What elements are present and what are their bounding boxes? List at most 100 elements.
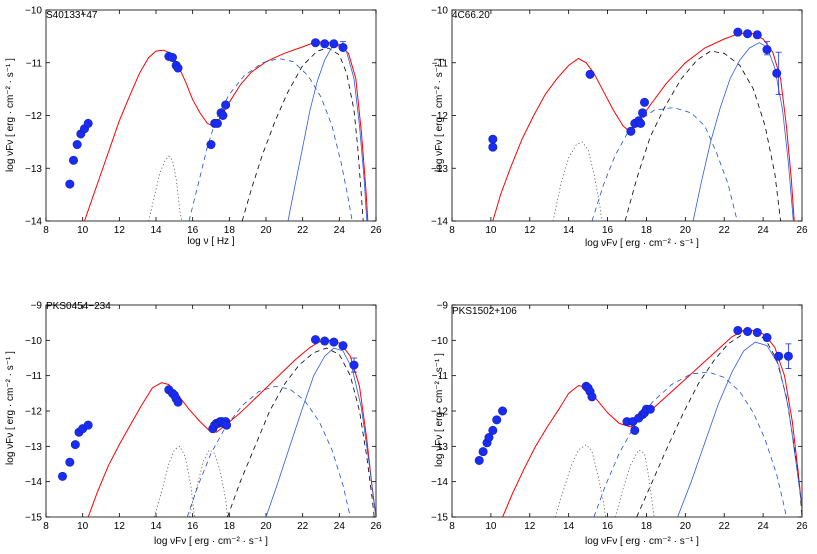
model-curves [502,329,802,517]
y-tick-label: −13 [25,164,42,175]
data-point [762,333,772,343]
data-point [72,140,82,150]
x-axis-label: log νFν [ erg · cm⁻² · s⁻¹ ] [154,536,268,547]
x-tick-label: 20 [680,521,692,532]
curve-total [87,339,376,517]
curve-synchrotron [148,155,183,221]
curve-synchrotron2 [188,449,228,517]
data-point [320,39,330,49]
data-point [478,447,488,457]
y-tick-label: −11 [26,58,43,69]
data-point [752,30,762,40]
plot-frame [451,9,803,222]
data-point [772,68,782,78]
y-tick-label: −14 [431,217,448,228]
x-tick-label: 10 [485,225,497,236]
x-tick-label: 10 [485,521,497,532]
y-tick-label: −9 [31,301,43,312]
data-point [338,42,348,52]
plot-frame [45,304,377,518]
x-tick-label: 12 [524,521,536,532]
y-tick-label: −11 [432,371,449,382]
y-tick-label: −13 [431,442,448,453]
data-point [733,325,743,335]
data-point [752,328,762,338]
x-tick-label: 16 [187,521,199,532]
y-tick-label: −11 [26,371,43,382]
x-tick-label: 18 [224,521,236,532]
data-point [218,111,228,121]
x-tick-label: 12 [524,225,536,236]
x-tick-label: 24 [758,225,770,236]
x-tick-label: 16 [602,521,614,532]
y-tick-label: −14 [25,217,42,228]
data-point [222,420,232,430]
y-tick-label: −12 [25,407,42,418]
data-point [83,420,93,430]
data-point [488,425,498,435]
data-point [585,69,595,79]
data-point [743,29,753,39]
x-axis-label: log ν [ Hz ] [187,236,234,247]
data-point [638,108,648,118]
data-point [783,351,793,361]
data-point [349,360,359,370]
data-point [212,118,222,128]
panel-title: PKS1502+106 [452,306,517,317]
x-axis-label: log νFν [ erg · cm⁻² · s⁻¹ ] [585,238,699,249]
curve-ssc [593,371,787,517]
curve-total [492,32,795,221]
curve-synchrotron2 [614,449,655,517]
x-axis-label: log νFν [ erg · cm⁻² · s⁻¹ ] [585,536,699,547]
data-point [329,39,339,49]
x-tick-label: 10 [77,225,89,236]
x-tick-label: 8 [43,521,49,532]
curve-ec [241,47,364,221]
panel-pks1502: PKS1502+106 log νFν [ erg · cm⁻² · s⁻¹ ]… [431,301,808,548]
x-tick-label: 24 [334,225,346,236]
data-point [587,392,597,402]
data-point [69,155,79,165]
x-tick-label: 22 [719,225,731,236]
data-point [338,341,348,351]
x-tick-label: 8 [449,521,455,532]
data-point [762,45,772,55]
y-tick-label: −14 [25,477,42,488]
x-tick-label: 24 [334,521,346,532]
y-tick-label: −9 [437,301,449,312]
curve-synchrotron [552,141,603,221]
x-tick-label: 8 [43,225,49,236]
y-tick-label: −15 [431,513,448,524]
x-tick-label: 14 [563,225,575,236]
data-point [168,52,178,62]
data-point [498,406,508,416]
data-point [57,471,67,481]
x-tick-label: 12 [114,521,126,532]
curve-ec2 [265,347,376,517]
x-tick-label: 26 [370,225,382,236]
x-tick-label: 20 [260,521,272,532]
data-point [173,397,183,407]
data-point [636,118,646,128]
curve-ssc [188,58,353,221]
data-point [310,38,320,48]
y-tick-label: −10 [431,336,448,347]
x-tick-label: 22 [297,225,309,236]
x-tick-label: 26 [370,521,382,532]
curve-ec2 [287,43,368,221]
curve-total [502,329,802,517]
x-tick-label: 26 [796,225,808,236]
x-tick-label: 8 [449,225,455,236]
data-point [320,336,330,346]
data-point [83,118,93,128]
panel-4c66: 4C66.20 log νFν [ erg · cm⁻² · s⁻¹ ] log… [431,6,808,250]
curve-ec2 [677,341,802,517]
x-tick-label: 10 [77,521,89,532]
x-tick-label: 18 [224,225,236,236]
x-tick-label: 18 [641,225,653,236]
x-tick-label: 14 [150,225,162,236]
y-axis-label: log νFν [ erg · cm⁻² · s⁻¹ ] [5,351,16,465]
curve-ec [636,332,802,517]
curve-ssc [186,385,351,517]
